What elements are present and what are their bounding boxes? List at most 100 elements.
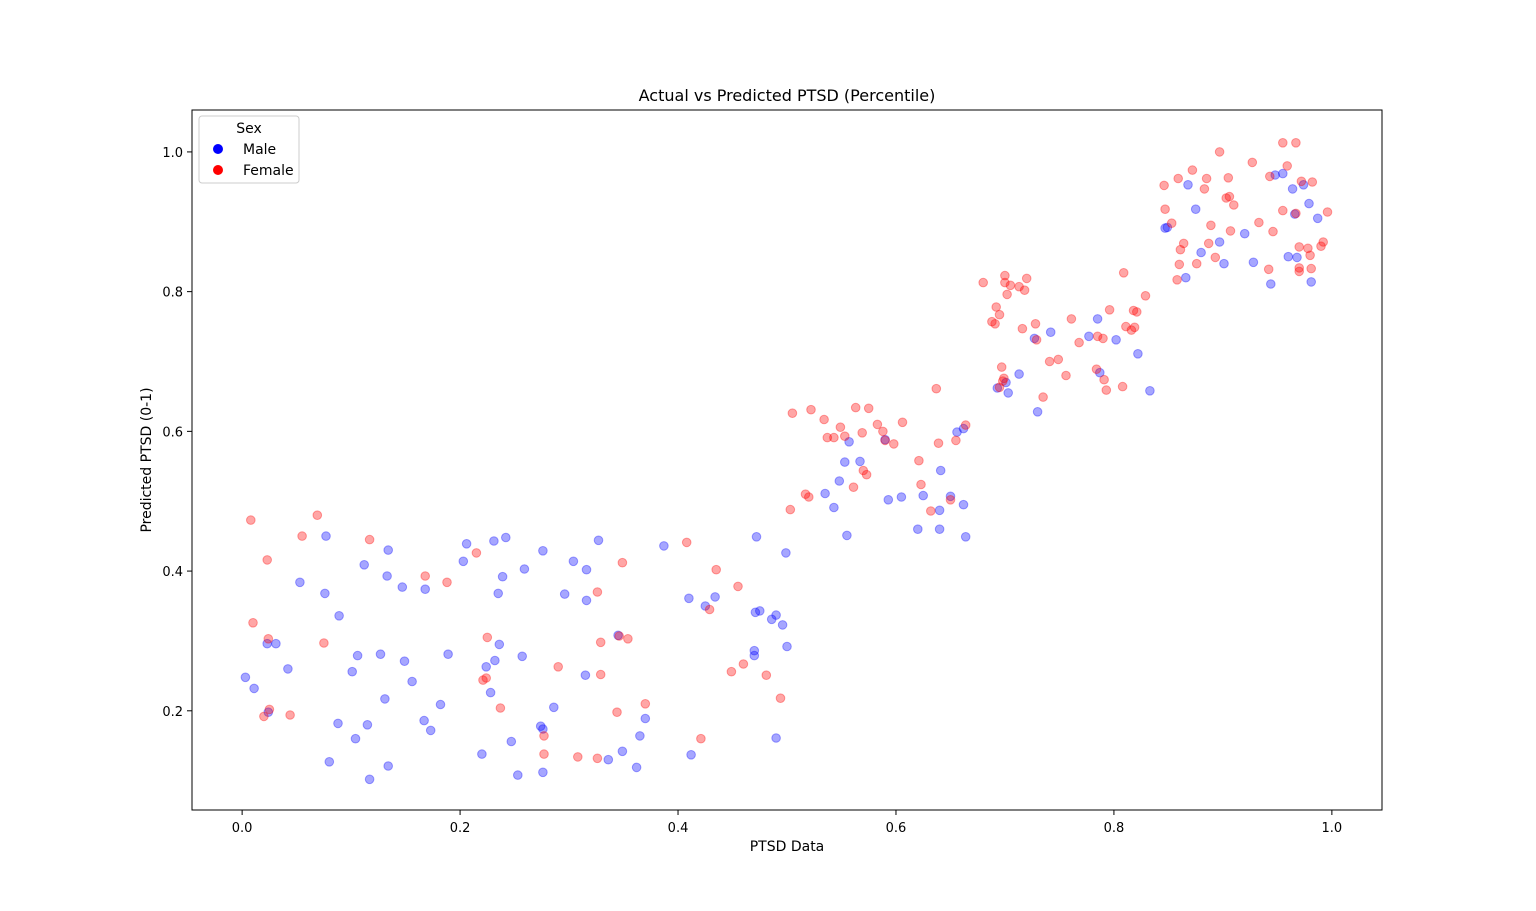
point-male-20 (382, 571, 392, 581)
point-female-146 (1307, 177, 1318, 187)
point-male-100 (1001, 377, 1011, 388)
point-female-1 (248, 618, 258, 628)
point-female-28 (617, 557, 628, 568)
x-tick-label-3: 0.6 (886, 821, 907, 836)
point-male-80 (829, 502, 839, 513)
point-female-21 (573, 752, 583, 762)
point-female-111 (1172, 275, 1182, 285)
point-female-13 (471, 548, 482, 558)
point-female-29 (623, 634, 633, 644)
point-female-53 (858, 465, 869, 476)
point-male-17 (364, 774, 375, 785)
point-female-147 (1316, 241, 1326, 251)
point-male-6 (295, 577, 305, 588)
point-female-49 (840, 431, 850, 442)
point-female-88 (1038, 392, 1048, 402)
point-male-8 (321, 531, 331, 541)
point-female-52 (857, 428, 868, 438)
point-female-7 (297, 531, 307, 541)
point-female-15 (481, 673, 492, 683)
point-male-60 (631, 762, 642, 773)
point-female-37 (738, 659, 749, 669)
point-female-125 (1223, 173, 1234, 183)
x-tick-label-0: 0.0 (232, 821, 253, 836)
point-female-69 (978, 277, 989, 288)
point-female-92 (1066, 314, 1077, 324)
point-female-55 (863, 403, 874, 414)
point-male-55 (581, 595, 592, 606)
point-male-114 (1183, 180, 1193, 190)
y-tick-label-4: 1.0 (162, 146, 183, 161)
point-male-79 (820, 488, 830, 499)
point-male-83 (842, 530, 852, 541)
chart-title: Actual vs Predicted PTSD (Percentile) (639, 86, 936, 105)
point-male-70 (751, 532, 762, 542)
point-female-73 (994, 309, 1005, 320)
point-male-51 (559, 589, 570, 599)
point-male-98 (958, 423, 969, 434)
point-female-85 (1021, 273, 1032, 284)
point-male-35 (485, 687, 496, 698)
point-male-101 (1003, 388, 1014, 398)
point-female-75 (996, 362, 1007, 372)
point-female-106 (1132, 307, 1142, 317)
point-female-22 (592, 753, 603, 764)
point-male-33 (477, 749, 487, 759)
point-female-83 (1017, 323, 1028, 334)
point-male-78 (749, 650, 760, 661)
point-female-11 (420, 571, 431, 581)
point-male-66 (700, 601, 711, 611)
point-female-66 (945, 495, 956, 505)
point-female-23 (592, 587, 603, 597)
point-female-148 (1318, 237, 1328, 247)
point-female-65 (933, 438, 944, 449)
point-female-89 (1044, 356, 1055, 367)
point-female-76 (998, 376, 1008, 386)
point-male-104 (1032, 407, 1043, 417)
point-female-132 (1265, 171, 1275, 182)
point-male-128 (1292, 252, 1302, 263)
point-female-122 (1210, 252, 1221, 263)
point-male-106 (1084, 331, 1094, 342)
point-male-61 (635, 731, 645, 741)
point-male-56 (593, 535, 604, 546)
point-female-68 (960, 420, 971, 430)
point-female-60 (897, 417, 908, 428)
point-male-109 (1111, 335, 1121, 345)
point-female-136 (1282, 161, 1292, 171)
point-male-94 (952, 427, 962, 437)
point-male-41 (501, 532, 511, 543)
point-female-34 (711, 564, 722, 575)
point-male-108 (1095, 367, 1105, 378)
point-male-71 (755, 606, 765, 616)
point-male-74 (771, 610, 781, 620)
point-male-57 (603, 754, 614, 765)
point-male-46 (535, 721, 546, 732)
point-male-62 (640, 713, 651, 724)
x-axis-label: PTSD Data (750, 839, 825, 855)
point-male-45 (519, 564, 530, 574)
point-female-82 (1014, 281, 1024, 292)
y-tick-label-2: 0.6 (162, 425, 183, 440)
point-female-112 (1173, 173, 1183, 184)
point-male-40 (497, 571, 508, 582)
point-male-112 (1160, 223, 1170, 233)
point-male-54 (581, 564, 592, 575)
point-female-3 (262, 555, 273, 565)
point-male-67 (710, 592, 720, 602)
point-female-43 (804, 492, 814, 502)
point-female-32 (696, 733, 706, 744)
point-female-96 (1098, 333, 1108, 344)
point-male-107 (1092, 314, 1103, 324)
point-male-24 (399, 656, 410, 667)
point-female-133 (1268, 226, 1278, 237)
point-female-97 (1099, 374, 1109, 385)
x-tick-label-1: 0.2 (450, 821, 471, 836)
point-male-116 (1196, 247, 1206, 258)
point-female-20 (553, 662, 564, 672)
point-female-41 (787, 408, 798, 419)
point-male-105 (1045, 327, 1056, 338)
point-female-118 (1199, 184, 1210, 194)
point-male-92 (935, 465, 946, 476)
